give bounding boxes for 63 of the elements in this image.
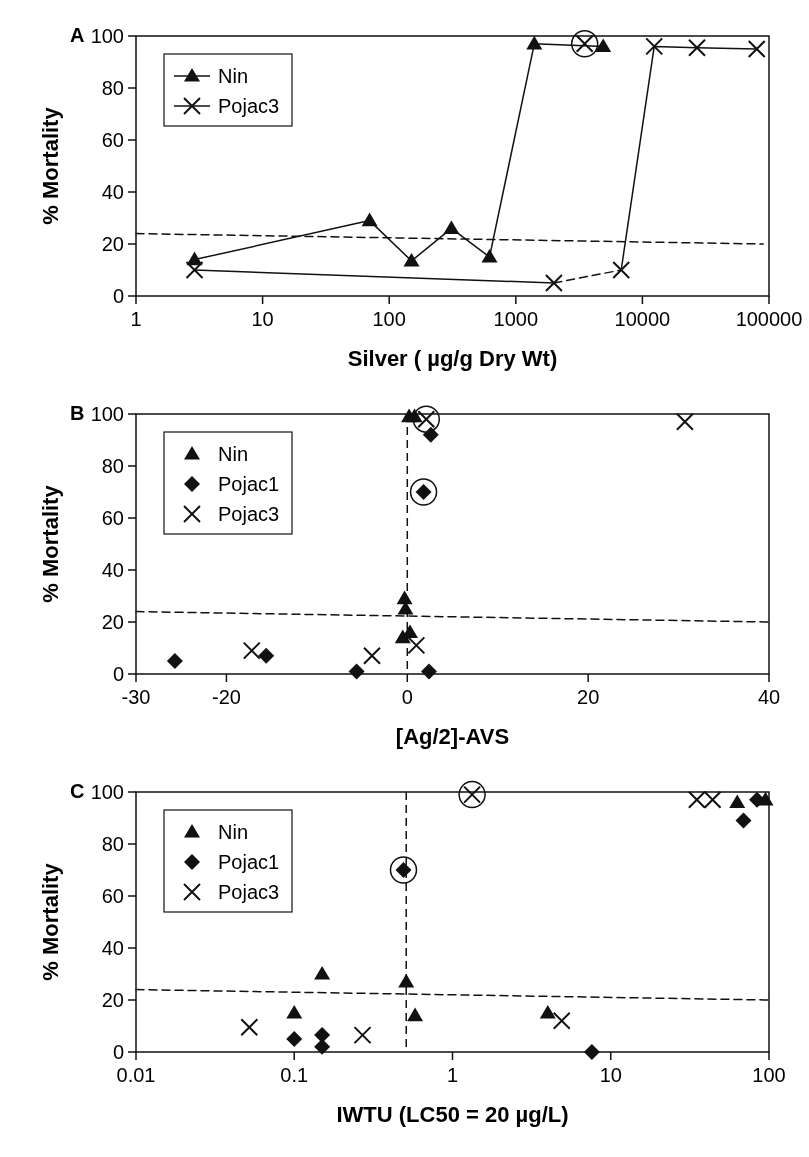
- x-tick-label: 0: [401, 686, 413, 708]
- x-tick-label: 10: [599, 1064, 622, 1086]
- y-tick-label: 20: [101, 611, 124, 633]
- y-tick-label: 20: [101, 989, 124, 1011]
- x-tick-label: 1: [446, 1064, 459, 1086]
- chart-title: C: [70, 780, 85, 802]
- legend-label: Nin: [218, 443, 249, 465]
- chart-title: A: [70, 24, 85, 46]
- legend-label: Pojac3: [218, 95, 280, 117]
- x-tick-label: 100: [752, 1064, 786, 1086]
- y-tick-label: 0: [112, 1041, 124, 1063]
- legend-label: Pojac3: [218, 503, 280, 525]
- x-tick-label: 40: [757, 686, 781, 708]
- point: [422, 426, 439, 443]
- legend-label: Nin: [218, 65, 249, 87]
- x-axis-title: IWTU (LC50 = 20 µg/L): [336, 1102, 569, 1127]
- point: [407, 636, 426, 655]
- legend-label: Pojac1: [218, 851, 280, 873]
- y-tick-label: 80: [101, 455, 124, 477]
- y-tick-label: 80: [101, 77, 124, 99]
- x-tick-label: 10000: [614, 308, 671, 330]
- legend-label: Pojac1: [218, 473, 280, 495]
- y-tick-label: 40: [101, 559, 124, 581]
- x-tick-label: 10: [251, 308, 274, 330]
- y-tick-label: 60: [101, 129, 124, 151]
- x-tick-label: 0.1: [280, 1064, 309, 1086]
- x-axis-title: Silver ( µg/g Dry Wt): [347, 346, 558, 371]
- y-axis-title: % Mortality: [38, 484, 63, 603]
- y-tick-label: 100: [90, 403, 124, 425]
- y-tick-label: 60: [101, 507, 124, 529]
- x-tick-label: 1: [130, 308, 142, 330]
- point: [166, 653, 183, 669]
- y-tick-label: 100: [90, 781, 124, 803]
- y-tick-label: 60: [101, 885, 124, 907]
- x-tick-label: -30: [121, 686, 151, 708]
- y-tick-label: 0: [112, 285, 124, 307]
- x-tick-label: 1000: [493, 308, 539, 330]
- point: [412, 405, 441, 433]
- y-tick-label: 0: [112, 663, 124, 685]
- y-tick-label: 40: [101, 181, 124, 203]
- x-axis-title: [Ag/2]-AVS: [395, 724, 510, 749]
- point: [258, 647, 275, 664]
- x-tick-label: -20: [211, 686, 241, 708]
- y-axis-title: % Mortality: [38, 862, 63, 981]
- point: [675, 412, 694, 431]
- legend-label: Nin: [218, 821, 249, 843]
- point: [363, 646, 382, 665]
- point: [409, 478, 438, 506]
- y-axis-title: % Mortality: [38, 106, 63, 225]
- point: [242, 641, 261, 660]
- y-tick-label: 20: [101, 233, 124, 255]
- x-tick-label: 20: [577, 686, 600, 708]
- chart-title: B: [70, 402, 85, 424]
- point: [396, 590, 413, 605]
- x-tick-label: 100000: [735, 308, 803, 330]
- point: [420, 663, 437, 680]
- y-tick-label: 40: [101, 937, 124, 959]
- y-tick-label: 80: [101, 833, 124, 855]
- legend-label: Pojac3: [218, 881, 280, 903]
- x-tick-label: 100: [372, 308, 406, 330]
- x-tick-label: 0.01: [116, 1064, 156, 1086]
- point: [348, 663, 365, 680]
- y-tick-label: 100: [90, 25, 124, 47]
